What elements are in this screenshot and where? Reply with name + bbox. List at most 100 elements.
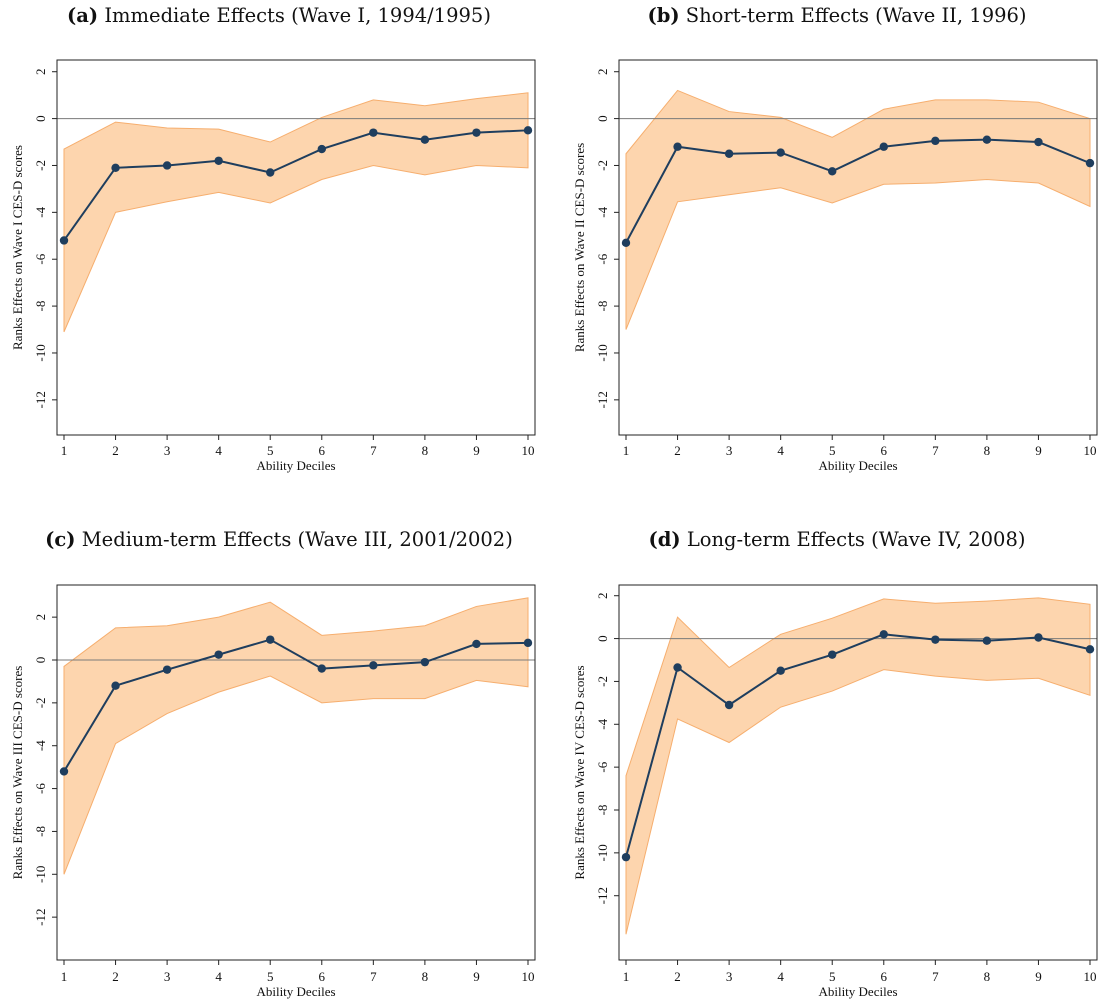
data-point — [931, 635, 940, 644]
y-tick-label: -2 — [33, 697, 48, 708]
data-point — [776, 666, 785, 675]
data-point — [1034, 137, 1043, 147]
data-point — [214, 156, 223, 165]
y-tick-label: -6 — [595, 253, 610, 264]
y-axis-label: Ranks Effects on Wave III CES-D scores — [10, 666, 25, 880]
data-point — [982, 636, 992, 645]
y-tick-label: -8 — [33, 826, 48, 837]
y-tick-label: 2 — [595, 68, 610, 75]
x-tick-label: 7 — [370, 443, 377, 458]
y-tick-label: -8 — [595, 301, 610, 312]
x-tick-label: 7 — [932, 969, 939, 984]
data-point — [931, 136, 940, 146]
y-tick-label: -12 — [33, 391, 48, 408]
x-tick-label: 1 — [623, 969, 630, 984]
series-line — [63, 129, 529, 242]
data-point — [59, 236, 69, 245]
y-tick-label: -10 — [595, 344, 610, 361]
data-point — [317, 664, 326, 673]
y-axis-label: Ranks Effects on Wave II CES-D scores — [572, 143, 587, 352]
y-tick-label: -10 — [33, 866, 48, 883]
data-point — [879, 142, 888, 151]
x-tick-label: 3 — [726, 443, 733, 458]
x-tick-label: 7 — [932, 443, 939, 458]
x-axis-label: Ability Deciles — [256, 984, 335, 999]
data-point — [369, 661, 378, 670]
data-point — [472, 639, 481, 649]
chart-c: 2 0 -2 -4 -6 -8 -10 -12 1 2 3 4 5 6 7 8 9 10 Ability Decil… — [10, 584, 536, 999]
x-axis-label: Ability Deciles — [818, 458, 897, 473]
x-tick-label: 4 — [215, 969, 222, 984]
x-tick-label: 2 — [112, 969, 119, 984]
x-tick-label: 9 — [473, 443, 480, 458]
y-tick-label: -4 — [595, 206, 610, 217]
data-point — [266, 168, 275, 177]
data-point — [162, 161, 172, 170]
x-tick-label: 10 — [522, 443, 535, 458]
y-axis-label: Ranks Effects on Wave I CES-D scores — [10, 145, 25, 350]
confidence-band — [63, 597, 529, 875]
x-tick-label: 7 — [370, 969, 377, 984]
y-tick-label: -10 — [595, 844, 610, 861]
data-point — [369, 128, 378, 137]
x-tick-label: 6 — [881, 969, 888, 984]
x-tick-label: 8 — [984, 969, 991, 984]
chart-a: 2 0 -2 -4 -6 -8 -10 -12 1 2 3 4 5 6 7 8 9 10 Ability Decil… — [10, 59, 536, 473]
data-point — [214, 650, 223, 659]
y-tick-label: -8 — [595, 805, 610, 816]
data-point — [523, 126, 533, 135]
y-tick-label: -4 — [33, 206, 48, 217]
x-axis-label: Ability Deciles — [818, 984, 897, 999]
y-tick-label: -12 — [595, 391, 610, 408]
series-line — [63, 638, 529, 772]
chart-title: (b) Short-term Effects (Wave II, 1996) — [558, 4, 1116, 27]
x-axis-label: Ability Deciles — [256, 458, 335, 473]
chart-b: 2 0 -2 -4 -6 -8 -10 -12 1 2 3 4 5 6 7 8 9 10 Ability Decil… — [572, 59, 1098, 473]
panel-a: (a) Immediate Effects (Wave I, 1994/1995… — [0, 0, 558, 501]
panel-c: (c) Medium-term Effects (Wave III, 2001/… — [0, 501, 558, 1002]
series-line — [625, 138, 1091, 244]
y-tick-label: 2 — [33, 614, 48, 621]
x-tick-label: 4 — [215, 443, 222, 458]
data-point — [1085, 158, 1095, 168]
data-point — [523, 638, 533, 648]
confidence-band — [625, 89, 1091, 330]
panel-d: (d) Long-term Effects (Wave IV, 2008) 2 0… — [558, 501, 1116, 1002]
y-tick-label: -12 — [33, 908, 48, 925]
x-tick-label: 6 — [319, 443, 326, 458]
y-tick-label: -10 — [33, 344, 48, 361]
y-tick-label: 0 — [33, 657, 48, 664]
x-tick-label: 1 — [61, 969, 68, 984]
chart-d: 2 0 -2 -4 -6 -8 -10 -12 1 2 3 4 5 6 7 8 9 10 Ability Decil… — [572, 584, 1098, 999]
y-tick-label: -4 — [33, 740, 48, 751]
confidence-band — [63, 92, 529, 333]
x-tick-label: 8 — [984, 443, 991, 458]
data-point — [111, 163, 120, 173]
x-tick-label: 5 — [267, 443, 274, 458]
panel-title-text: Immediate Effects (Wave I, 1994/1995) — [104, 4, 491, 27]
x-tick-label: 3 — [726, 969, 733, 984]
plot-frame — [56, 584, 536, 961]
panel-title-text: Short-term Effects (Wave II, 1996) — [685, 4, 1027, 27]
x-tick-label: 8 — [422, 969, 429, 984]
x-tick-label: 2 — [674, 969, 681, 984]
confidence-band — [625, 597, 1091, 935]
x-tick-label: 10 — [522, 969, 535, 984]
data-point — [673, 663, 682, 672]
data-point — [59, 767, 69, 776]
panel-letter: (c) — [45, 528, 76, 551]
x-tick-label: 9 — [1035, 443, 1042, 458]
panel-title-text: Medium-term Effects (Wave III, 2001/2002… — [81, 528, 513, 551]
y-tick-label: 0 — [595, 635, 610, 642]
x-tick-label: 4 — [777, 969, 784, 984]
data-point — [879, 630, 888, 639]
x-tick-label: 1 — [623, 443, 630, 458]
y-tick-label: -2 — [595, 676, 610, 687]
y-tick-label: -6 — [595, 761, 610, 772]
chart-title: (a) Immediate Effects (Wave I, 1994/1995… — [0, 4, 558, 27]
x-tick-label: 3 — [164, 443, 171, 458]
plot-frame — [618, 59, 1098, 436]
data-point — [162, 665, 172, 674]
y-tick-label: 0 — [33, 115, 48, 122]
y-tick-label: 0 — [595, 115, 610, 122]
